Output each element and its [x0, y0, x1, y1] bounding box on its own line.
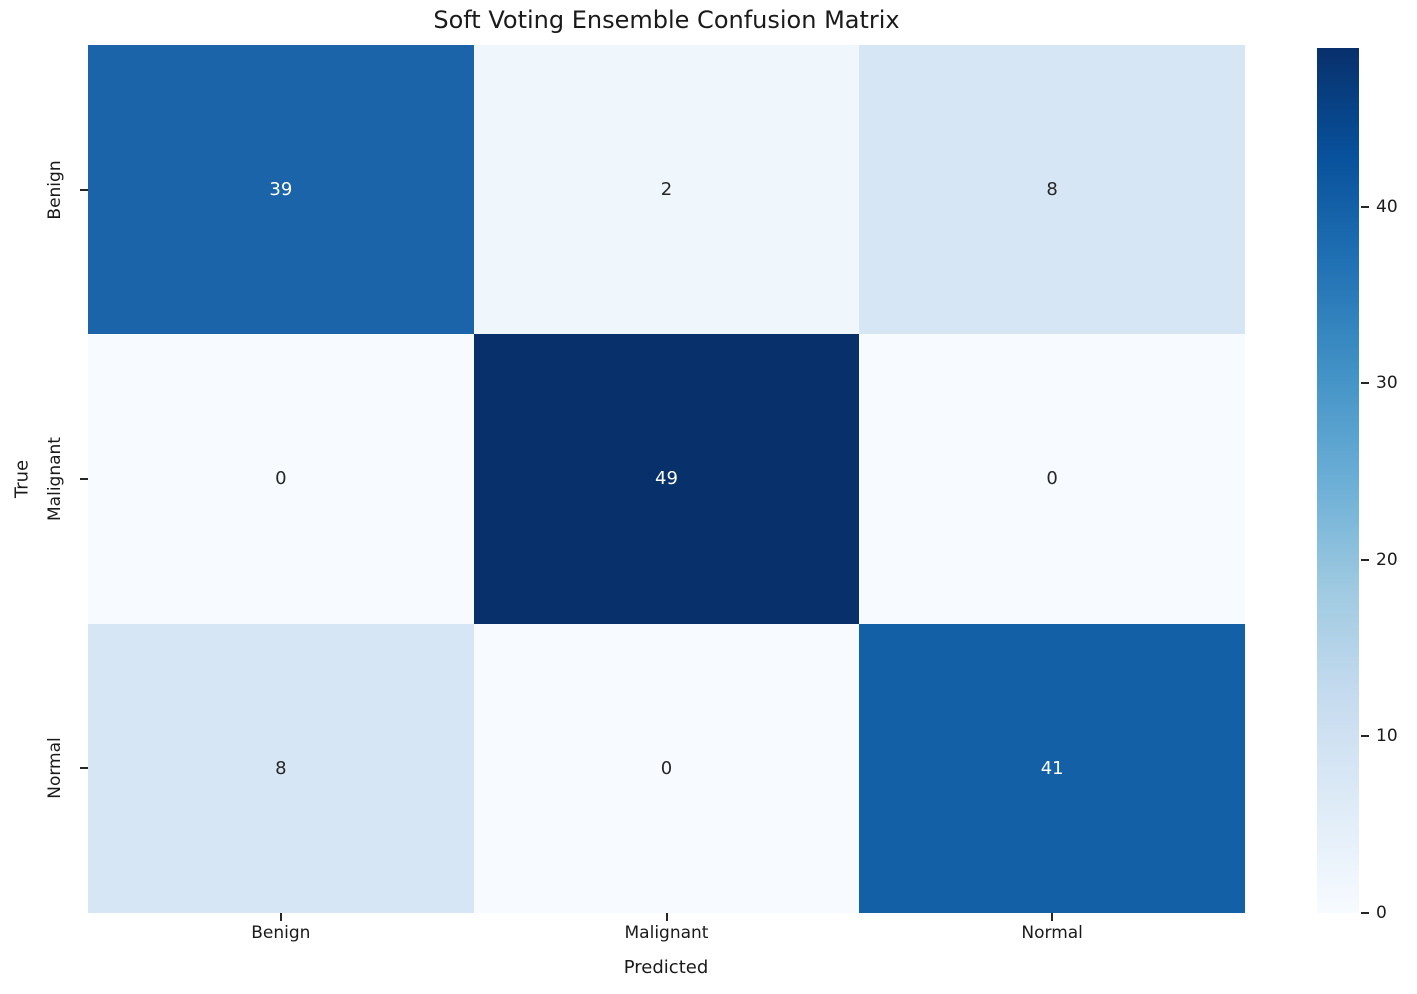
heatmap-cell-Benign-Benign: 39 — [88, 45, 474, 335]
colorbar-tick-label-20: 20 — [1376, 549, 1398, 570]
x-tick-label-normal: Normal — [1021, 923, 1083, 943]
tick-mark — [665, 913, 668, 921]
heatmap-cell-Malignant-Malignant: 49 — [473, 334, 860, 624]
y-tick-label-malignant: Malignant — [45, 437, 65, 521]
tick-mark — [80, 767, 88, 770]
colorbar-tick-label-30: 30 — [1376, 373, 1398, 394]
x-axis-label: Predicted — [623, 957, 709, 978]
heatmap-cell-Benign-Malignant: 2 — [473, 45, 860, 335]
tick-mark — [80, 188, 88, 191]
tick-mark — [80, 478, 88, 480]
tick-mark — [1361, 912, 1369, 914]
heatmap-cell-Normal-Normal: 41 — [859, 623, 1245, 913]
colorbar — [1317, 48, 1359, 913]
heatmap-cell-Malignant-Benign: 0 — [88, 334, 474, 624]
tick-mark — [1361, 382, 1369, 385]
heatmap-cell-Benign-Normal: 8 — [859, 45, 1245, 335]
x-tick-label-benign: Benign — [251, 923, 311, 943]
colorbar-tick-label-40: 40 — [1376, 196, 1398, 217]
heatmap-cell-Normal-Benign: 8 — [88, 623, 474, 913]
tick-mark — [1361, 558, 1369, 561]
heatmap-cell-Malignant-Normal: 0 — [859, 334, 1245, 624]
tick-mark — [1361, 205, 1369, 208]
tick-mark — [1051, 913, 1054, 921]
x-tick-label-malignant: Malignant — [624, 923, 709, 943]
y-tick-label-normal: Normal — [45, 737, 65, 800]
tick-mark — [1361, 735, 1369, 738]
heatmap-cell-Normal-Malignant: 0 — [473, 623, 860, 913]
heatmap-grid: 39 2 8 0 49 0 8 0 41 — [88, 45, 1245, 913]
chart-title: Soft Voting Ensemble Confusion Matrix — [433, 6, 900, 34]
colorbar-tick-label-0: 0 — [1376, 903, 1387, 923]
colorbar-tick-label-10: 10 — [1376, 726, 1398, 747]
y-axis-label: True — [11, 459, 33, 499]
tick-mark — [279, 913, 282, 921]
y-tick-label-benign: Benign — [45, 160, 65, 220]
